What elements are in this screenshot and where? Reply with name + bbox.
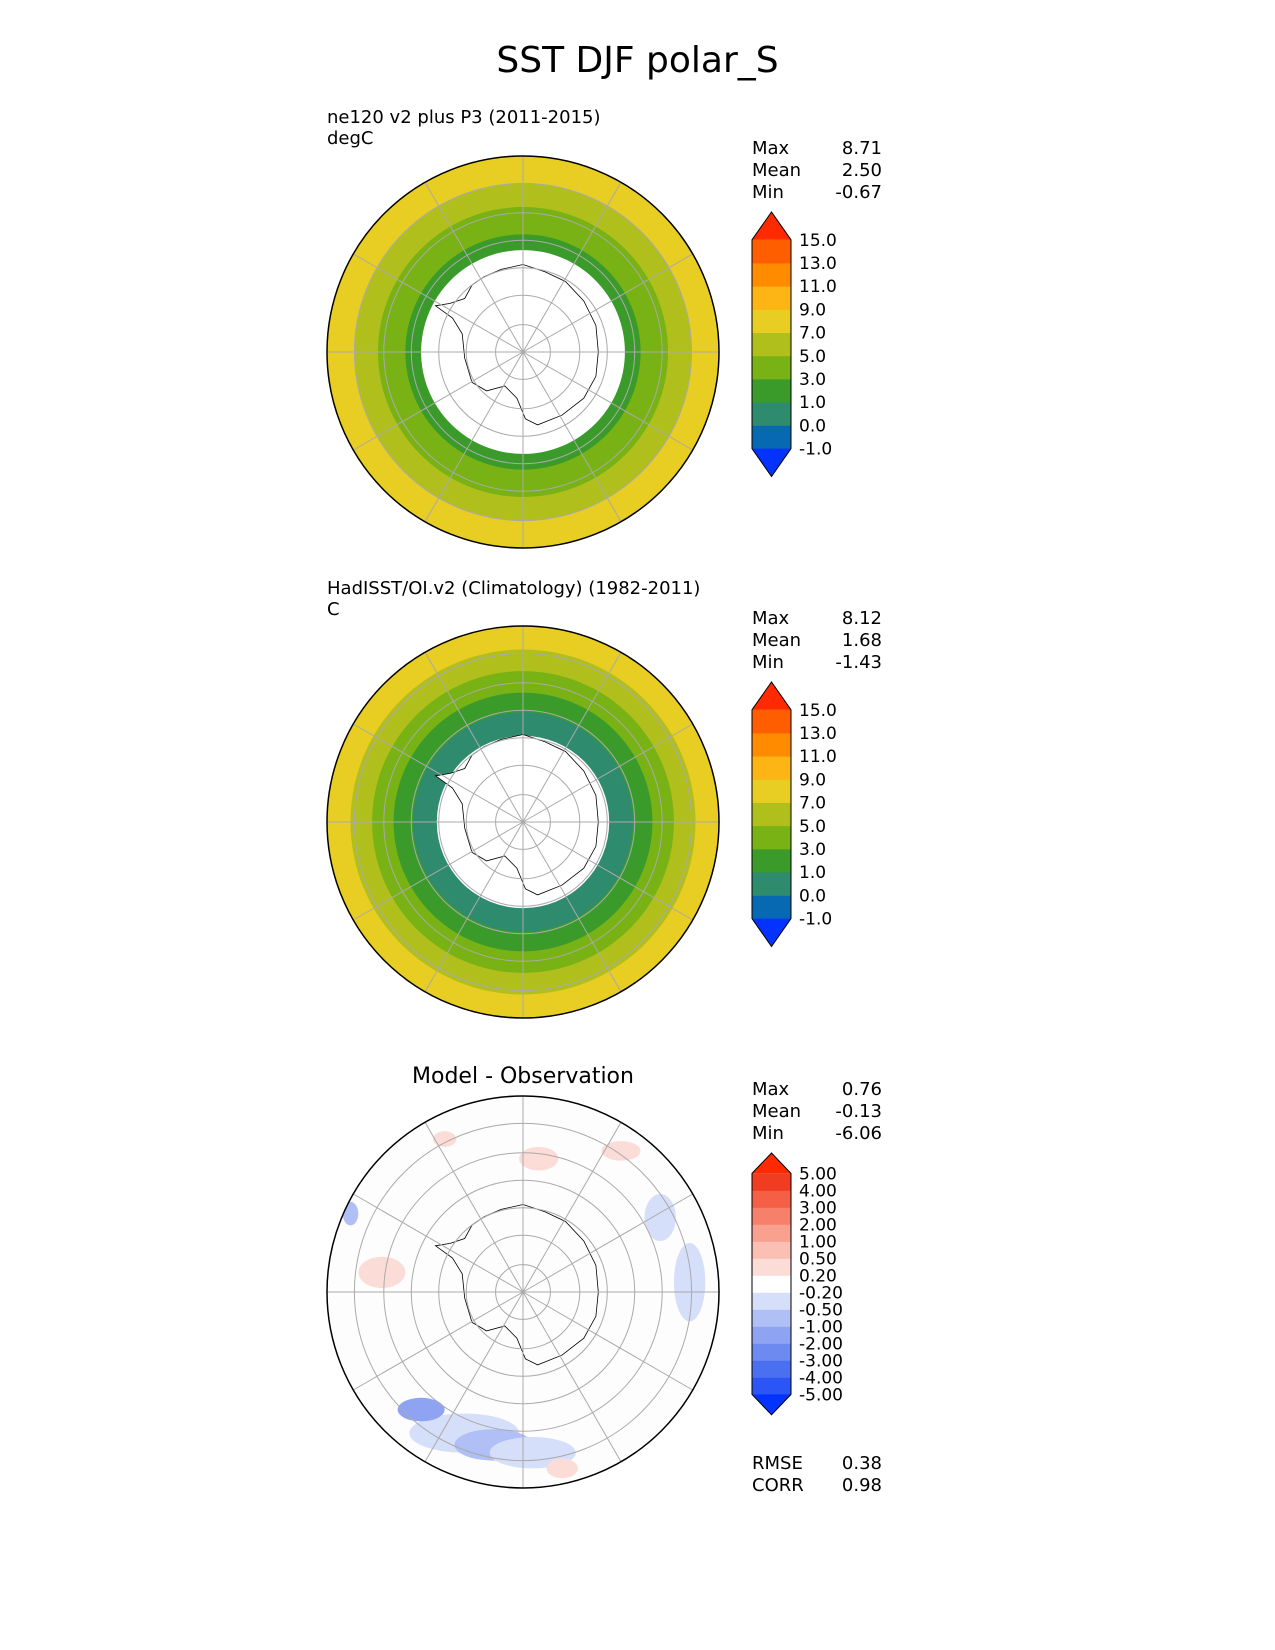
stat-label: Mean — [752, 1101, 802, 1122]
obs-stats: Max 8.12 Mean 1.68 Min -1.43 — [752, 608, 882, 674]
stat-label: Min — [752, 652, 784, 673]
metric-value: 0.38 — [841, 1453, 882, 1474]
stat-label: Mean — [752, 160, 802, 181]
model-panel-units: degC — [327, 128, 374, 149]
metric-value: 0.98 — [841, 1475, 882, 1496]
stat-value: 8.12 — [841, 608, 882, 629]
coastline — [434, 264, 599, 426]
diff-stats: Max 0.76 Mean -0.13 Min -6.06 — [752, 1079, 882, 1145]
stat-value: 2.50 — [841, 160, 882, 181]
stat-label: Min — [752, 1123, 784, 1144]
stat-value: 8.71 — [841, 138, 882, 159]
meridian-gridline — [522, 351, 693, 451]
model-panel-title: ne120 v2 plus P3 (2011-2015) — [327, 107, 601, 128]
stat-label: Max — [752, 608, 790, 629]
stat-label: Mean — [752, 630, 802, 651]
meridian-gridline — [424, 351, 524, 522]
obs-panel-title: HadISST/OI.v2 (Climatology) (1982-2011) — [327, 578, 701, 599]
model-stats: Max 8.71 Mean 2.50 Min -0.67 — [752, 138, 882, 204]
meridian-gridline — [353, 351, 524, 451]
map-border — [326, 155, 720, 549]
obs-panel-units: C — [327, 599, 340, 620]
metric-label: CORR — [752, 1475, 804, 1496]
diff-metrics: RMSE 0.38 CORR 0.98 — [752, 1453, 882, 1497]
meridian-gridline — [522, 253, 693, 353]
meridian-gridline — [424, 182, 524, 353]
stat-label: Max — [752, 138, 790, 159]
meridian-gridline — [353, 253, 524, 353]
meridian-gridline — [522, 182, 622, 353]
metric-label: RMSE — [752, 1453, 803, 1474]
figure-title: SST DJF polar_S — [496, 40, 779, 81]
stat-label: Min — [752, 182, 784, 203]
stat-value: -1.43 — [835, 652, 882, 673]
diff-panel-title: Model - Observation — [412, 1064, 634, 1089]
meridian-gridline — [522, 351, 622, 522]
stat-value: -0.13 — [835, 1101, 882, 1122]
stat-value: -0.67 — [835, 182, 882, 203]
stat-value: 1.68 — [841, 630, 882, 651]
stat-value: 0.76 — [841, 1079, 882, 1100]
stat-label: Max — [752, 1079, 790, 1100]
stat-value: -6.06 — [835, 1123, 882, 1144]
